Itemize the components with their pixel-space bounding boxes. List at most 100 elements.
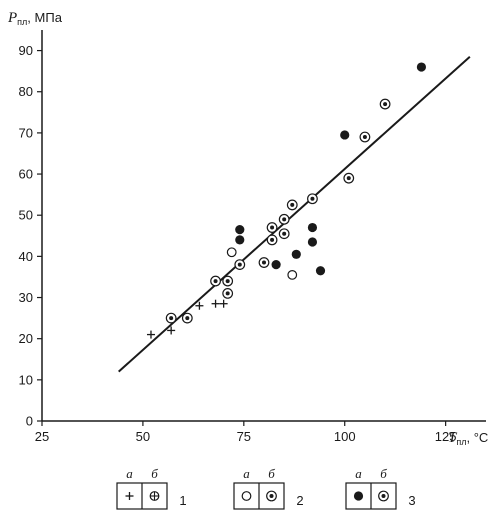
y-tick-label: 20 [19, 331, 33, 346]
axes [41, 30, 486, 422]
legend: а б 1 а б 2 а б 3 [116, 466, 416, 510]
circle-dot-center [290, 202, 295, 207]
legend-marker-a [241, 491, 252, 501]
data-point-circle-open [226, 247, 237, 258]
x-tick-label: 25 [35, 429, 49, 444]
data-point-filled [307, 222, 318, 233]
circle-open-ring [226, 247, 237, 258]
data-point-circle-dot [278, 213, 290, 225]
y-tick-label: 50 [19, 208, 33, 223]
legend-number: 2 [296, 493, 303, 508]
legend-label-b: б [380, 466, 387, 481]
data-point-circle-dot [266, 234, 278, 246]
circle-dot-center [269, 494, 274, 498]
circle-dot-center [185, 316, 190, 321]
filled-dot [416, 62, 427, 72]
y-tick-label: 10 [19, 372, 33, 387]
circle-dot-center [225, 291, 230, 296]
y-tick-label: 70 [19, 125, 33, 140]
legend-marker-b [149, 491, 160, 501]
data-point-filled [235, 225, 245, 235]
legend-marker-a [125, 492, 134, 500]
data-point-filled [291, 249, 301, 259]
data-point-filled [416, 62, 427, 72]
filled-dot [353, 491, 364, 501]
y-tick-label: 0 [26, 414, 33, 429]
y-axis-unit: , МПа [27, 10, 62, 25]
legend-group-2: а б 2 [233, 466, 304, 510]
data-point-plus [195, 301, 204, 310]
x-tick-label: 100 [334, 429, 356, 444]
data-point-circle-dot [359, 131, 371, 143]
data-point-plus [219, 299, 228, 308]
data-point-filled [235, 235, 245, 245]
y-tick-label: 40 [19, 249, 33, 264]
data-point-circle-dot [222, 275, 234, 287]
x-tick-label: 125 [435, 429, 457, 444]
data-point-plus [146, 330, 155, 339]
data-point-circle-dot [258, 257, 270, 268]
data-point-circle-dot [278, 228, 290, 240]
circle-dot-center [237, 262, 242, 267]
circle-dot-center [270, 237, 275, 242]
filled-dot [307, 222, 318, 233]
data-point-circle-dot [286, 199, 298, 211]
legend-number: 1 [179, 493, 186, 508]
data-point-circle-open [287, 269, 298, 280]
circle-dot-center [282, 217, 287, 222]
y-axis-subscript: пл [17, 17, 27, 27]
legend-label-b: б [151, 466, 158, 481]
data-point-circle-dot [379, 98, 391, 110]
circle-dot-center [310, 196, 315, 201]
data-point-plus [167, 326, 176, 335]
x-axis-symbol: T [448, 430, 458, 446]
circle-dot-center [213, 279, 218, 284]
circle-open-ring [287, 269, 298, 280]
x-tick-label: 75 [237, 429, 251, 444]
legend-label-b: б [268, 466, 275, 481]
ticks: 0 10 20 30 40 50 60 70 80 90 25 50 75 100 125 [19, 43, 457, 444]
circle-dot-center [262, 260, 266, 265]
circle-dot-center [346, 176, 351, 181]
filled-dot [235, 225, 245, 235]
circle-dot-center [270, 225, 275, 230]
legend-number: 3 [408, 493, 415, 508]
legend-label-a: а [355, 466, 362, 481]
y-tick-label: 60 [19, 167, 33, 182]
legend-marker-b [266, 490, 277, 502]
circle-dot-center [383, 102, 388, 107]
x-tick-label: 50 [136, 429, 150, 444]
circle-dot-center [362, 135, 367, 140]
y-axis-title: Pпл, МПа [7, 10, 63, 27]
data-point-circle-dot [181, 312, 193, 324]
x-axis-subscript: пл [456, 437, 466, 447]
data-point-circle-dot [222, 288, 234, 299]
x-axis-title: Tпл, °C [448, 430, 488, 447]
filled-dot [235, 235, 245, 245]
filled-dot [291, 249, 301, 259]
legend-label-a: а [243, 466, 250, 481]
legend-group-3: а б 3 [345, 466, 416, 510]
data-points [146, 62, 427, 339]
circle-dot-center [381, 494, 386, 498]
filled-dot [340, 130, 350, 140]
y-tick-label: 90 [19, 43, 33, 58]
y-tick-label: 30 [19, 290, 33, 305]
data-point-circle-dot [307, 193, 318, 205]
data-point-circle-dot [234, 259, 246, 271]
filled-dot [271, 260, 281, 270]
data-point-plus [211, 299, 220, 308]
legend-marker-a [353, 491, 364, 501]
circle-dot-center [169, 316, 174, 321]
filled-dot [307, 237, 318, 247]
circle-dot-center [225, 279, 230, 284]
y-tick-label: 80 [19, 84, 33, 99]
data-point-circle-dot [343, 172, 355, 184]
data-point-circle-dot [210, 275, 221, 287]
data-point-filled [315, 266, 326, 276]
x-axis-unit: , °C [466, 430, 488, 445]
data-point-filled [307, 237, 318, 247]
data-point-circle-dot [266, 222, 278, 233]
legend-group-1: а б 1 [116, 466, 187, 510]
